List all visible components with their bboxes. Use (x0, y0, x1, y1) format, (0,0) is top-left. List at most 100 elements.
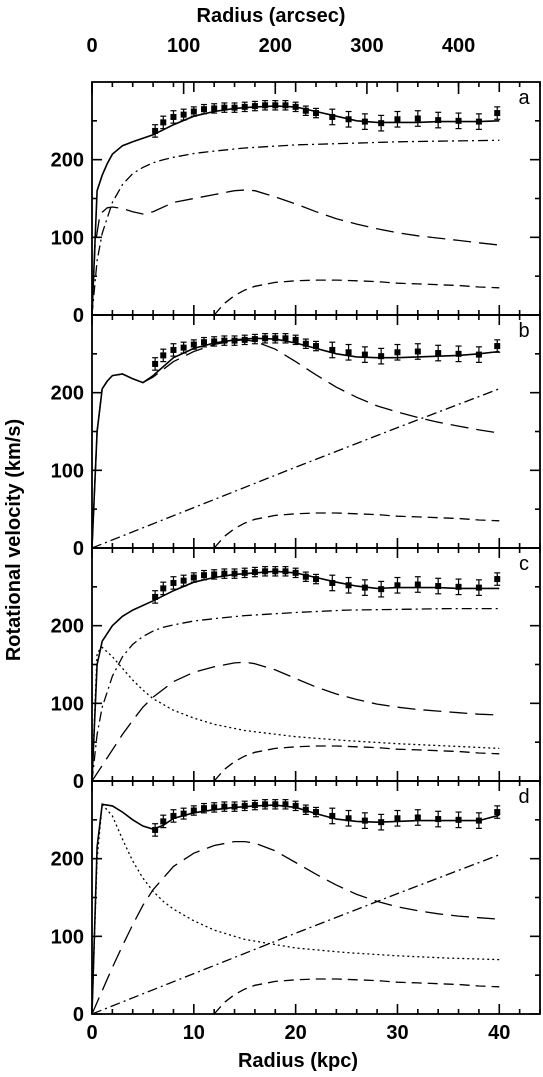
point-marker (494, 343, 501, 350)
point-marker (160, 818, 167, 825)
point-marker (435, 350, 442, 357)
point-marker (282, 801, 289, 808)
y-axis-title: Rotational velocity (km/s) (3, 419, 25, 661)
point-marker (414, 814, 421, 821)
point-marker (345, 116, 352, 123)
curve-dashdot (91, 139, 500, 316)
point-marker (211, 804, 218, 811)
point-marker (201, 339, 207, 346)
data-point (292, 567, 299, 579)
data-point (160, 581, 167, 596)
point-marker (211, 338, 218, 345)
curve-dotted (91, 646, 500, 782)
point-marker (345, 349, 352, 356)
point-marker (361, 584, 368, 591)
data-point (361, 113, 368, 130)
data-point (152, 357, 159, 371)
curve-longdash (91, 661, 500, 782)
point-marker (313, 110, 319, 117)
data-point (152, 590, 159, 604)
data-point (494, 339, 501, 353)
point-marker (394, 116, 401, 123)
data-point (302, 338, 309, 349)
data-point (152, 124, 159, 138)
y-tick-label: 200 (51, 150, 84, 172)
point-marker (394, 349, 401, 356)
point-marker (302, 806, 309, 813)
data-point (394, 110, 401, 128)
point-marker (221, 803, 228, 810)
data-point (345, 110, 352, 128)
point-marker (313, 343, 319, 350)
data-point (494, 106, 501, 120)
data-point (361, 346, 368, 363)
data-point (414, 110, 421, 127)
point-marker (361, 817, 368, 824)
point-marker (378, 353, 385, 360)
curve-dash (213, 978, 500, 1015)
top-tick-label: 100 (167, 35, 200, 57)
top-axis: 0 100 200 300 400 (86, 35, 475, 94)
data-point (180, 574, 187, 587)
point-marker (190, 574, 197, 581)
x-tick-label: 0 (86, 1022, 97, 1044)
point-marker (394, 582, 401, 589)
point-marker (292, 569, 299, 576)
data-point (475, 113, 482, 130)
point-marker (329, 812, 336, 819)
point-marker (329, 113, 336, 120)
data-point (170, 110, 177, 124)
data-point (190, 106, 197, 117)
point-marker (494, 110, 501, 117)
point-marker (435, 117, 442, 124)
point-marker (262, 335, 269, 342)
x-tick-label: 40 (488, 1022, 510, 1044)
x-tick-label: 20 (285, 1022, 307, 1044)
data-point (241, 567, 248, 579)
data-point (329, 341, 336, 359)
bottom-axis-title: Radius (kpc) (238, 1050, 358, 1072)
point-marker (345, 815, 352, 822)
data-point (241, 334, 248, 346)
data-point (170, 576, 177, 590)
data-point (211, 802, 218, 813)
data-point (361, 579, 368, 596)
x-tick-label: 30 (386, 1022, 408, 1044)
point-marker (435, 583, 442, 590)
point-marker (152, 360, 159, 367)
point-marker (190, 108, 197, 115)
data-point (180, 108, 187, 121)
data-point (272, 799, 279, 810)
point-marker (494, 809, 501, 816)
point-marker (262, 568, 269, 575)
point-marker (190, 341, 197, 348)
data-point (394, 343, 401, 361)
point-marker (272, 801, 279, 808)
point-marker (262, 801, 269, 808)
data-point (435, 810, 442, 828)
data-point (190, 572, 197, 583)
y-tick-label: 100 (51, 926, 84, 948)
point-marker (241, 336, 248, 343)
point-marker (211, 105, 218, 112)
point-marker (378, 819, 385, 826)
point-marker (180, 111, 187, 118)
point-marker (345, 582, 352, 589)
data-point (221, 335, 228, 346)
data-point (262, 799, 269, 810)
point-marker (180, 810, 187, 817)
y-tick-label: 200 (51, 383, 84, 405)
y-tick-label: 100 (51, 460, 84, 482)
x-tick-label: 10 (183, 1022, 205, 1044)
data-point (378, 347, 385, 365)
y-tick-label: 100 (51, 693, 84, 715)
data-point (345, 809, 352, 827)
data-point (292, 334, 299, 346)
panel-label: b (518, 320, 529, 342)
point-marker (455, 583, 462, 590)
top-axis-title: Radius (arcsec) (197, 5, 346, 27)
data-point (231, 102, 238, 113)
data-point (455, 112, 462, 130)
y-tick-label: 0 (73, 538, 84, 560)
